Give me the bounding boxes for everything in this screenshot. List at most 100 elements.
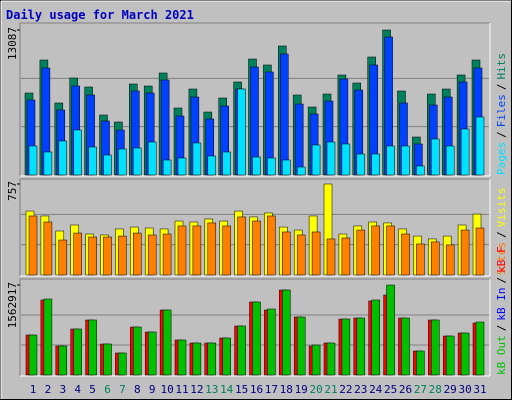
bar [88,319,97,376]
bar [252,220,261,276]
legend: Sites / Visits [495,188,508,276]
bar [118,148,127,176]
bar [207,155,217,176]
x-tick-label: 23 [354,383,367,396]
x-tick-label: 16 [250,383,263,396]
x-tick-label: 25 [384,383,397,396]
bar [43,298,53,376]
bar [162,233,172,276]
bar [118,352,127,376]
x-tick-label: 5 [89,383,96,396]
bar [341,318,351,376]
y-tick-label: 757 [6,181,19,201]
bar [207,222,217,276]
bar [162,159,172,176]
bar [222,151,231,176]
legend-separator: / [495,84,508,91]
x-tick-label: 2 [45,383,52,396]
bar [282,159,291,176]
legend-entry: Hits [495,53,508,80]
bar [431,138,440,176]
bar [294,103,304,176]
legend: Pages / Files / Hits [495,53,508,175]
x-tick-label: 19 [295,383,308,396]
bar [311,231,321,276]
legend-entry: kB Out [495,335,508,375]
bar [252,156,261,176]
legend-entry: Sites [495,242,508,275]
legend-separator: / [495,131,508,138]
bar [475,321,485,376]
bar [445,244,455,276]
bar [401,145,410,176]
bar [267,215,276,276]
x-tick-label: 15 [235,383,248,396]
bar [460,229,470,276]
legend-entry: kB F [495,246,508,273]
bar [73,328,82,376]
x-tick-label: 22 [339,383,352,396]
bar [445,145,455,176]
bar [147,331,157,376]
bar [133,326,142,376]
legend-entry: Files [495,94,508,127]
bar [356,153,366,176]
x-tick-label: 17 [265,383,278,396]
bar [267,308,276,376]
bar [386,145,395,176]
bar [192,225,202,276]
bar [311,144,321,176]
x-tick-label: 14 [220,383,234,396]
x-tick-label: 4 [74,383,81,396]
bar [103,154,112,176]
x-tick-label: 27 [414,383,427,396]
bar [162,309,172,376]
bar [237,216,246,276]
bar [133,232,142,276]
bar [222,337,231,376]
x-tick-label: 10 [160,383,173,396]
x-tick-label: 1 [30,383,37,396]
bar [88,146,97,176]
x-tick-label: 3 [59,383,66,396]
bar [43,221,53,276]
bar [311,344,321,376]
x-tick-label: 30 [458,383,471,396]
bar [416,165,425,176]
bar [460,128,470,176]
bar [416,243,425,276]
legend: kB Out / kB In / kB F [495,246,508,375]
bar [431,319,440,376]
bar [103,236,112,276]
bar [267,157,276,176]
bar [371,299,380,376]
bar [28,215,38,276]
y-tick-label: 1562917 [6,282,19,328]
x-tick-label: 28 [429,383,442,396]
x-tick-label: 7 [119,383,126,396]
bar [73,232,82,276]
x-tick-label: 12 [190,383,203,396]
bar [103,343,112,376]
bar [28,145,38,176]
y-tick-label: 13087 [6,27,19,60]
bar [177,157,187,176]
bar [43,151,53,176]
legend-entry: Visits [495,188,508,228]
bar [475,227,485,276]
bar [431,241,440,276]
bar [341,237,351,276]
legend-entry: Pages [495,142,508,175]
bar [341,143,351,176]
bar [133,147,142,176]
bar [88,236,97,276]
bar [326,141,336,176]
x-tick-label: 21 [324,383,337,396]
bar [280,53,289,176]
bar [356,317,366,376]
x-tick-label: 20 [309,383,322,396]
bar [445,335,455,376]
bar [28,334,38,376]
chart-title: Daily usage for March 2021 [6,8,194,22]
